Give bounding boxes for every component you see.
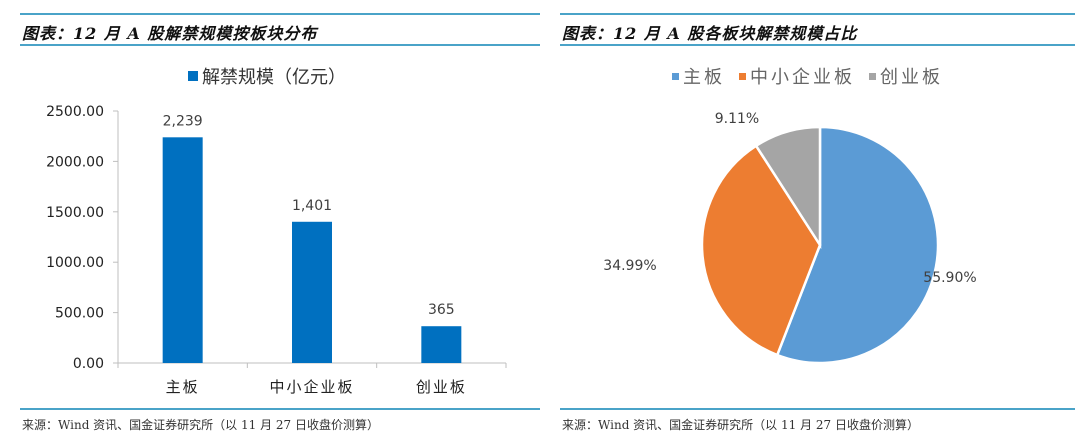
y-tick-label: 1500.00 (46, 205, 104, 221)
legend-item: 中小企业板 (739, 63, 855, 89)
pie-value-label: 55.90% (923, 270, 976, 286)
legend-swatch (869, 72, 876, 80)
bar-value-label: 2,239 (163, 113, 203, 129)
bar-chart-title: 图表：12 月 A 股解禁规模按板块分布 (22, 24, 318, 43)
y-tick-label: 2500.00 (46, 104, 104, 120)
legend-label: 主板 (683, 67, 725, 88)
legend-label: 解禁规模（亿元） (202, 67, 346, 88)
pie-chart-panel: 图表：12 月 A 股各板块解禁规模占比 主板 中小企业板 创业板 55.90% 34… (540, 0, 1080, 444)
x-category-label: 创业板 (416, 378, 467, 396)
title-bottom-rule (560, 44, 1075, 46)
legend-swatch (672, 72, 679, 80)
bar-value-label: 365 (428, 302, 455, 318)
bar (162, 137, 203, 363)
y-tick-label: 500.00 (55, 306, 104, 322)
bar (292, 221, 332, 363)
pie-chart-source: 来源：Wind 资讯、国金证券研究所（以 11 月 27 日收盘价测算） (562, 418, 919, 432)
source-rule (20, 408, 540, 410)
legend-item: 主板 (672, 63, 725, 89)
legend-swatch (188, 71, 198, 81)
bar-chart-legend: 解禁规模（亿元） (188, 63, 346, 89)
bar-value-label: 1,401 (292, 198, 332, 214)
title-bottom-rule (20, 44, 540, 46)
pie-slice (775, 125, 940, 365)
pie-slice (754, 125, 822, 250)
x-category-label: 主板 (166, 378, 200, 396)
y-tick-label: 1000.00 (46, 255, 104, 271)
pie-chart-legend: 主板 中小企业板 创业板 (672, 63, 957, 89)
legend-swatch (739, 72, 746, 80)
bar (421, 326, 462, 363)
bar-chart-source: 来源：Wind 资讯、国金证券研究所（以 11 月 27 日收盘价测算） (22, 418, 379, 432)
bar-chart-panel: 图表：12 月 A 股解禁规模按板块分布 解禁规模（亿元） 0.00 500.00… (20, 13, 540, 432)
pie-slice (700, 144, 822, 357)
pie-chart-plot: 55.90% 34.99% 9.11% (603, 111, 977, 365)
source-rule (560, 408, 1075, 410)
x-category-label: 中小企业板 (269, 378, 354, 396)
pie-value-label: 34.99% (603, 258, 656, 274)
legend-label: 创业板 (880, 67, 943, 88)
y-tick-label: 2000.00 (46, 154, 104, 170)
bar-chart-plot: 0.00 500.00 1000.00 1500.00 2000.00 2500.00 2,… (46, 104, 507, 396)
pie-value-label: 9.11% (715, 111, 759, 127)
title-top-rule (20, 13, 540, 15)
title-top-rule (560, 13, 1075, 15)
legend-item: 创业板 (869, 63, 943, 89)
legend-label: 中小企业板 (750, 67, 855, 88)
y-tick-label: 0.00 (73, 356, 104, 372)
pie-chart-title: 图表：12 月 A 股各板块解禁规模占比 (562, 24, 858, 43)
